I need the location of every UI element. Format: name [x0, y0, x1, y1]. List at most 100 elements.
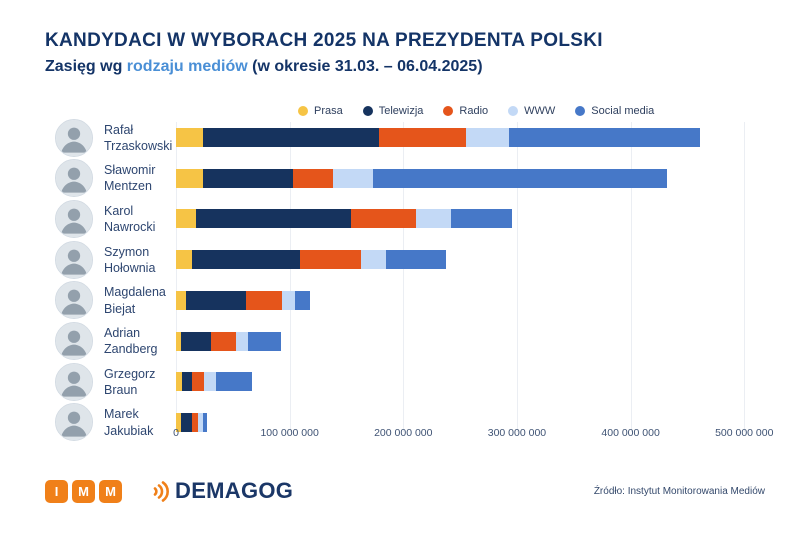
- bar-segment-radio: [299, 250, 362, 270]
- bar-segment-prasa: [176, 412, 181, 432]
- candidate-name-line: Braun: [104, 382, 138, 397]
- legend-item-prasa: Prasa: [298, 105, 343, 117]
- candidate-name-line: Mentzen: [104, 179, 152, 194]
- avatar: [55, 159, 93, 198]
- bar-segment-www: [415, 209, 452, 229]
- imm-logo-letter: M: [72, 479, 95, 503]
- legend-item-radio: Radio: [443, 105, 488, 117]
- bar-segment-prasa: [176, 250, 192, 270]
- candidate-name-line: Hołownia: [104, 260, 156, 275]
- legend-dot-prasa: [298, 106, 308, 116]
- source-note: Źródło: Instytut Monitorowania Mediów: [593, 485, 765, 497]
- avatar: [55, 322, 93, 360]
- candidate-name-line: Marek: [104, 407, 139, 422]
- imm-logo-letter: I: [45, 479, 68, 503]
- gridline: [403, 122, 405, 432]
- candidate-name-line: Rafał: [104, 122, 134, 137]
- imm-logo-letter: M: [99, 479, 122, 503]
- bar-segment-www: [204, 372, 216, 392]
- candidate-name-line: Grzegorz: [104, 366, 156, 381]
- bar-segment-prasa: [176, 209, 197, 229]
- avatar: [55, 403, 93, 442]
- x-axis-label: 400 000 000: [601, 427, 660, 439]
- bar-segment-social-media: [508, 128, 700, 147]
- bar-segment-prasa: [176, 372, 182, 392]
- candidate-bar: [176, 250, 447, 270]
- x-axis-label: 0: [173, 427, 179, 439]
- demagog-logo: DEMAGOG: [152, 476, 293, 506]
- candidate-name: Sławomir Mentzen: [104, 162, 178, 195]
- candidate-name-line: Jakubiak: [104, 423, 154, 438]
- bar-segment-social-media: [451, 209, 513, 229]
- candidate-name-line: Nawrocki: [104, 219, 156, 234]
- candidate-bar: [176, 290, 311, 310]
- candidate-name-line: Karol: [104, 203, 134, 218]
- candidate-name-line: Biejat: [104, 301, 136, 316]
- bar-segment-www: [332, 168, 373, 188]
- candidate-name: Karol Nawrocki: [104, 203, 178, 236]
- subtitle-highlight: rodzaju mediów: [126, 58, 248, 75]
- bar-segment-radio: [246, 290, 282, 310]
- candidate-name: Szymon Hołownia: [104, 243, 178, 276]
- bar-segment-telewizja: [181, 372, 192, 392]
- person-photo-icon: [56, 323, 92, 359]
- legend-dot-telewizja: [362, 106, 373, 116]
- legend-item-social-media: Social media: [575, 105, 654, 117]
- legend-label: Radio: [459, 105, 489, 117]
- person-photo-icon: [56, 160, 92, 197]
- bar-segment-radio: [293, 168, 333, 188]
- bar-segment-www: [361, 250, 387, 270]
- person-photo-icon: [56, 363, 92, 400]
- candidate-name-line: Adrian: [104, 325, 141, 340]
- bar-segment-telewizja: [196, 209, 352, 229]
- bar-segment-social-media: [386, 250, 447, 270]
- legend-label: WWW: [524, 105, 556, 117]
- legend-label: Prasa: [314, 105, 343, 117]
- legend-item-www: WWW: [508, 105, 555, 117]
- x-axis-label: 500 000 000: [715, 427, 774, 439]
- person-photo-icon: [56, 200, 92, 237]
- x-axis-label: 100 000 000: [260, 427, 319, 439]
- bar-segment-telewizja: [203, 168, 294, 188]
- avatar: [55, 240, 93, 279]
- gridline: [516, 122, 518, 432]
- person-photo-icon: [56, 404, 92, 441]
- candidate-name-line: Trzaskowski: [104, 138, 173, 153]
- bar-segment-telewizja: [191, 250, 300, 270]
- candidate-name: Marek Jakubiak: [104, 406, 178, 439]
- bar-segment-radio: [351, 209, 416, 229]
- gridline: [289, 122, 291, 432]
- chart-legend: Prasa Telewizja Radio WWW Social media: [298, 105, 654, 117]
- legend-dot-radio: [443, 106, 454, 116]
- gridline: [744, 122, 746, 432]
- bar-segment-prasa: [176, 290, 187, 310]
- bar-segment-radio: [191, 372, 205, 392]
- x-axis-label: 200 000 000: [374, 427, 433, 439]
- candidate-name: Magdalena Biejat: [104, 284, 178, 317]
- gridline: [176, 122, 177, 432]
- candidate-name: Grzegorz Braun: [104, 365, 178, 398]
- candidate-name-line: Szymon: [104, 244, 150, 259]
- candidate-name: Rafał Trzaskowski: [104, 121, 178, 154]
- bar-segment-prasa: [176, 128, 204, 147]
- bar-segment-telewizja: [180, 412, 192, 432]
- demagog-wordmark: DEMAGOG: [175, 478, 294, 503]
- bar-segment-telewizja: [186, 290, 247, 310]
- legend-dot-social-media: [575, 106, 586, 116]
- subtitle-prefix: Zasięg wg: [45, 58, 127, 75]
- person-photo-icon: [56, 241, 92, 278]
- candidate-bar: [176, 168, 667, 188]
- candidate-name-line: Sławomir: [104, 162, 156, 177]
- person-photo-icon: [56, 282, 92, 319]
- bar-segment-telewizja: [203, 128, 380, 147]
- plot-area: [176, 122, 767, 432]
- bar-segment-social-media: [203, 412, 207, 432]
- candidate-bar: [176, 128, 700, 147]
- page-subtitle: Zasięg wg rodzaju mediów (w okresie 31.0…: [45, 58, 483, 76]
- avatar: [55, 118, 93, 157]
- bar-segment-www: [281, 290, 296, 310]
- candidate-name: Adrian Zandberg: [104, 325, 178, 358]
